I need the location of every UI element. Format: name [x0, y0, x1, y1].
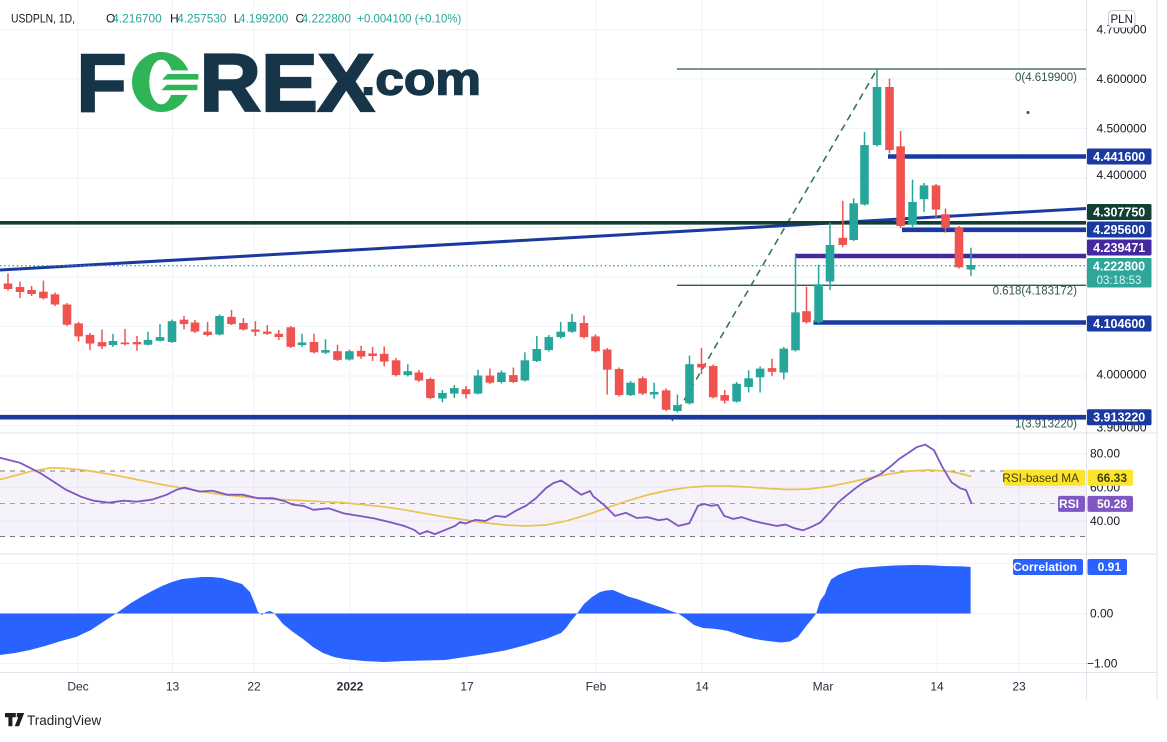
svg-text:Correlation: Correlation: [1013, 560, 1077, 574]
svg-text:USDPLN, 1D,: USDPLN, 1D,: [11, 12, 75, 26]
svg-text:14: 14: [930, 680, 944, 694]
svg-text:Feb: Feb: [586, 680, 607, 694]
svg-text:1(3.913220): 1(3.913220): [1015, 419, 1077, 431]
svg-text:0(4.619900): 0(4.619900): [1015, 72, 1077, 84]
svg-text:23: 23: [1012, 680, 1026, 694]
svg-text:.com: .com: [361, 54, 481, 105]
svg-text:4.400000: 4.400000: [1096, 168, 1146, 182]
svg-text:Dec: Dec: [67, 680, 88, 694]
svg-text:50.28: 50.28: [1097, 497, 1127, 511]
svg-text:C: C: [296, 12, 305, 26]
svg-text:0.618(4.183172): 0.618(4.183172): [993, 286, 1078, 298]
svg-text:4.239471: 4.239471: [1093, 241, 1145, 255]
svg-text:L: L: [234, 12, 241, 26]
svg-text:66.33: 66.33: [1097, 471, 1127, 485]
svg-text:H: H: [170, 12, 179, 26]
svg-text:4.222800: 4.222800: [302, 12, 352, 26]
svg-text:0.91: 0.91: [1098, 560, 1122, 574]
svg-text:TradingView: TradingView: [27, 713, 102, 728]
svg-text:4.216700: 4.216700: [112, 12, 162, 26]
svg-text:4.257530: 4.257530: [177, 12, 227, 26]
svg-text:REX: REX: [200, 38, 375, 129]
svg-text:O: O: [106, 12, 115, 26]
svg-text:4.307750: 4.307750: [1093, 205, 1145, 219]
svg-text:17: 17: [460, 680, 474, 694]
svg-text:22: 22: [247, 680, 261, 694]
svg-text:3.913220: 3.913220: [1093, 411, 1145, 425]
svg-text:13: 13: [166, 680, 180, 694]
svg-text:40.00: 40.00: [1090, 514, 1120, 528]
svg-text:80.00: 80.00: [1090, 447, 1120, 461]
svg-text:0.00: 0.00: [1090, 607, 1114, 621]
svg-text:4.600000: 4.600000: [1096, 72, 1146, 86]
svg-text:PLN: PLN: [1111, 14, 1133, 26]
svg-text:14: 14: [695, 680, 709, 694]
svg-text:4.500000: 4.500000: [1096, 122, 1146, 136]
svg-text:Mar: Mar: [813, 680, 834, 694]
svg-text:+0.004100 (+0.10%): +0.004100 (+0.10%): [357, 12, 461, 26]
svg-text:RSI: RSI: [1059, 497, 1079, 511]
svg-text:4.441600: 4.441600: [1093, 150, 1145, 164]
svg-text:−1.00: −1.00: [1087, 657, 1118, 671]
svg-text:4.295600: 4.295600: [1093, 223, 1145, 237]
svg-text:RSI-based MA: RSI-based MA: [1002, 471, 1079, 485]
svg-text:03:18:53: 03:18:53: [1097, 275, 1142, 287]
svg-text:4.000000: 4.000000: [1096, 368, 1146, 382]
svg-text:4.199200: 4.199200: [239, 12, 289, 26]
svg-text:4.104600: 4.104600: [1093, 317, 1145, 331]
svg-text:4.222800: 4.222800: [1093, 260, 1145, 274]
svg-text:2022: 2022: [337, 680, 364, 694]
svg-text:F: F: [77, 38, 127, 129]
